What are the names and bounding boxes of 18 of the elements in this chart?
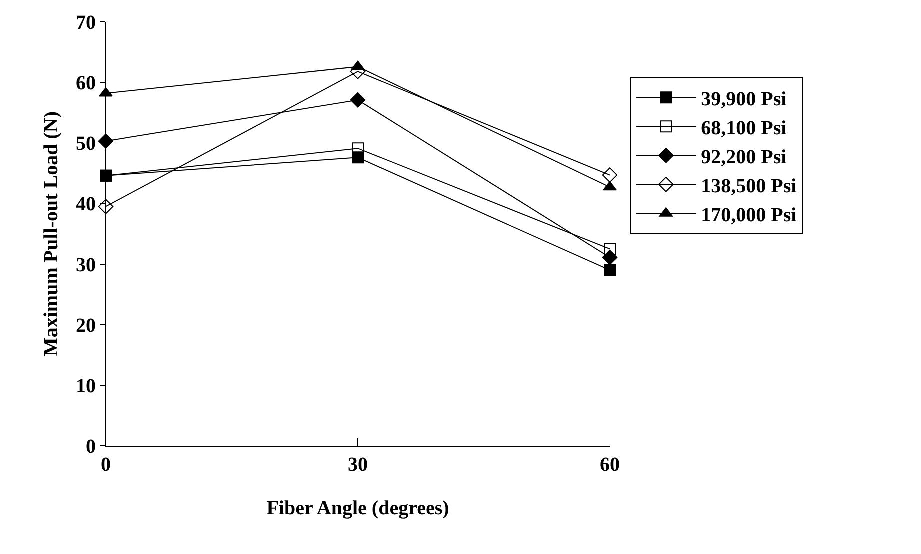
y-tick-label: 0 (86, 436, 96, 458)
y-tick-label: 30 (76, 254, 96, 276)
y-tick-label: 60 (76, 72, 96, 95)
legend-label: 138,500 Psi (701, 175, 798, 198)
y-tick-label: 20 (76, 314, 96, 337)
x-axis-title: Fiber Angle (degrees) (266, 498, 450, 520)
y-tick-label: 40 (76, 194, 96, 216)
x-tick-label: 0 (101, 454, 111, 476)
legend-label: 39,900 Psi (701, 88, 788, 110)
legend-label: 68,100 Psi (701, 117, 788, 140)
y-tick-label: 50 (76, 133, 96, 156)
legend-label: 92,200 Psi (701, 146, 788, 168)
y-tick-label: 70 (76, 12, 96, 34)
y-axis-title: Maximum Pull-out Load (N) (40, 112, 62, 356)
x-tick-label: 30 (348, 454, 368, 476)
y-tick-label: 10 (76, 375, 96, 398)
legend-label: 170,000 Psi (701, 204, 798, 226)
x-tick-label: 60 (600, 454, 620, 476)
